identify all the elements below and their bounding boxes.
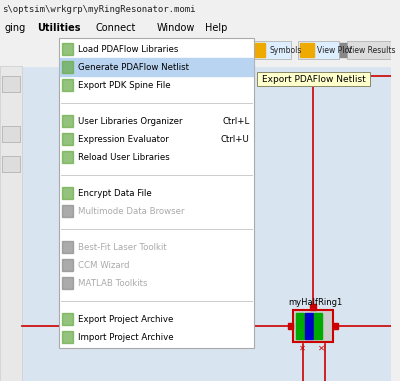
Bar [257, 72, 370, 86]
Text: Window: Window [156, 23, 195, 33]
Bar [294, 310, 332, 342]
Bar [360, 43, 374, 57]
Text: Help: Help [206, 23, 228, 33]
Text: MATLAB Toolkits: MATLAB Toolkits [78, 279, 148, 288]
Text: User Libraries Organizer: User Libraries Organizer [78, 117, 183, 125]
Bar [0, 66, 22, 381]
Bar [350, 43, 364, 57]
Bar [251, 43, 265, 57]
Bar [210, 41, 242, 59]
Bar [62, 61, 73, 73]
Text: ✕: ✕ [299, 344, 306, 352]
Bar [59, 38, 254, 348]
Bar [310, 304, 316, 310]
Text: View Plot: View Plot [317, 45, 352, 54]
Bar [60, 58, 253, 76]
Bar [332, 323, 338, 329]
Bar [62, 79, 73, 91]
Bar [0, 38, 391, 66]
Text: Load PDAFlow Libraries: Load PDAFlow Libraries [78, 45, 179, 53]
Text: Symbols: Symbols [270, 45, 302, 54]
Text: ging: ging [5, 23, 26, 33]
Text: Best-Fit Laser Toolkit: Best-Fit Laser Toolkit [78, 242, 167, 251]
Bar [338, 43, 351, 57]
Bar [0, 18, 391, 38]
Bar [370, 43, 384, 57]
Bar [2, 126, 20, 142]
Bar [250, 41, 290, 59]
Bar [2, 156, 20, 172]
Text: View Results: View Results [348, 45, 396, 54]
Text: Export Project Archive: Export Project Archive [78, 314, 174, 323]
Bar [314, 313, 322, 339]
Bar [62, 205, 73, 217]
Text: Scan: Scan [217, 45, 235, 54]
Bar [62, 133, 73, 145]
Bar [62, 277, 73, 289]
Text: Reload User Libraries: Reload User Libraries [78, 152, 170, 162]
Text: Utilities: Utilities [37, 23, 81, 33]
Bar [62, 115, 73, 127]
Bar [62, 331, 73, 343]
Text: Generate PDAFlow Netlist: Generate PDAFlow Netlist [78, 62, 189, 72]
Text: s\optsim\wrkgrp\myRingResonator.momi: s\optsim\wrkgrp\myRingResonator.momi [2, 5, 196, 13]
Bar [303, 43, 317, 57]
Bar [62, 313, 73, 325]
Text: Connect: Connect [96, 23, 136, 33]
Bar [300, 43, 314, 57]
Bar [288, 323, 294, 329]
Bar [62, 241, 73, 253]
Bar [323, 43, 336, 57]
Text: Ctrl+U: Ctrl+U [220, 134, 250, 144]
Bar [62, 187, 73, 199]
Bar [305, 313, 313, 339]
Text: myHalfRing1: myHalfRing1 [288, 298, 343, 307]
Text: Export PDK Spine File: Export PDK Spine File [78, 80, 171, 90]
Text: Multimode Data Browser: Multimode Data Browser [78, 207, 185, 216]
Bar [296, 313, 304, 339]
Bar [62, 151, 73, 163]
Text: Encrypt Data File: Encrypt Data File [78, 189, 152, 197]
Bar [62, 43, 73, 55]
Bar [0, 0, 391, 18]
Text: Import Project Archive: Import Project Archive [78, 333, 174, 341]
Bar [347, 41, 396, 59]
Bar [382, 43, 395, 57]
Text: CCM Wizard: CCM Wizard [78, 261, 130, 269]
Text: Export PDAFlow Netlist: Export PDAFlow Netlist [262, 75, 365, 83]
Bar [22, 66, 391, 381]
Text: Ctrl+L: Ctrl+L [222, 117, 250, 125]
Text: ✕: ✕ [318, 344, 325, 352]
Bar [2, 76, 20, 92]
Bar [62, 259, 73, 271]
Bar [298, 41, 340, 59]
Text: Expression Evaluator: Expression Evaluator [78, 134, 169, 144]
